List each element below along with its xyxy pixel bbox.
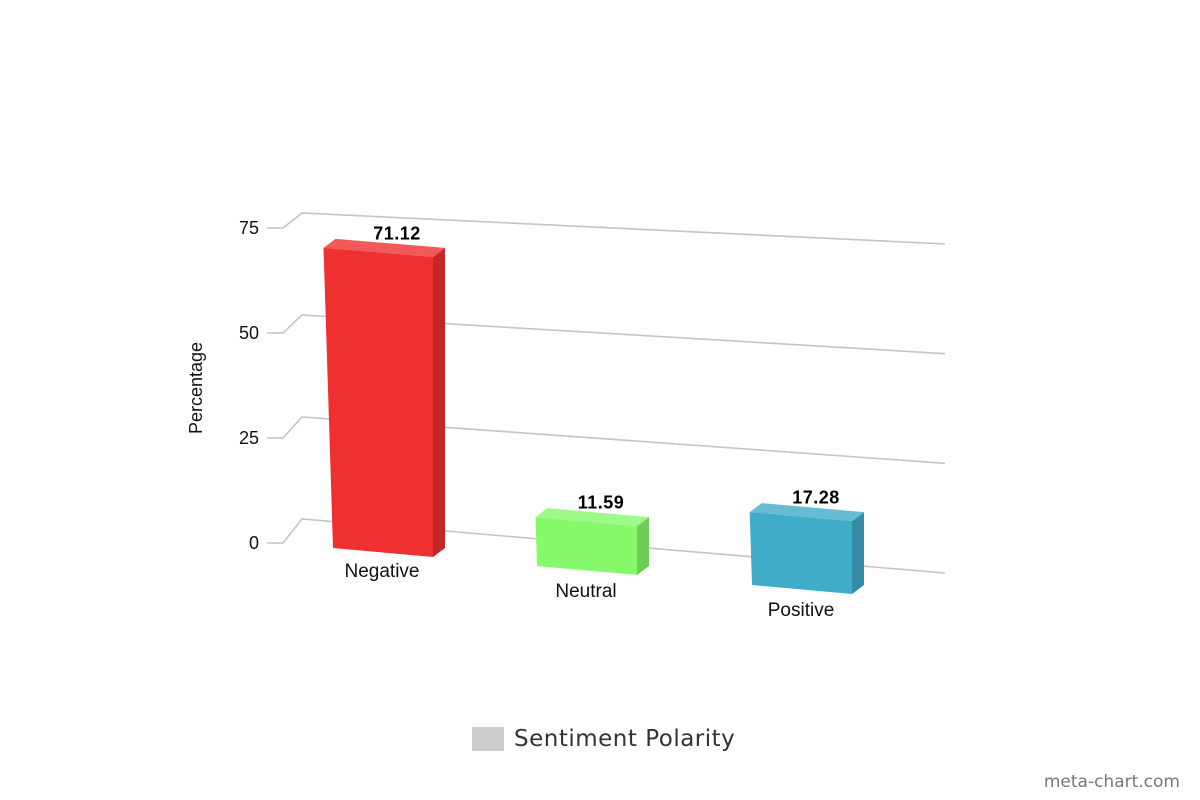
bar-side-face xyxy=(433,247,445,557)
data-label-positive: 17.28 xyxy=(792,488,840,508)
bar-side-face xyxy=(637,517,649,575)
bar-positive[interactable] xyxy=(749,503,864,594)
x-tick-label-positive: Positive xyxy=(768,600,835,621)
y-tick-label: 25 xyxy=(239,428,259,448)
bar-top-face xyxy=(535,508,649,527)
bar-front-face xyxy=(749,512,852,594)
x-tick-label-neutral: Neutral xyxy=(555,581,616,602)
bar-front-face xyxy=(535,517,637,575)
x-tick-label-negative: Negative xyxy=(345,561,420,582)
data-label-negative: 71.12 xyxy=(373,223,421,243)
legend[interactable]: Sentiment Polarity xyxy=(472,724,735,754)
y-tick-label: 75 xyxy=(239,218,259,238)
bar-layer xyxy=(323,238,864,594)
bar-front-face xyxy=(323,247,433,557)
bar-top-face xyxy=(323,238,445,257)
y-tick-label: 0 xyxy=(249,533,259,553)
legend-label: Sentiment Polarity xyxy=(514,726,736,752)
y-tick-label: 50 xyxy=(239,323,259,343)
gridline-75 xyxy=(267,212,946,245)
label-layer: 71.12 Negative 11.59 Neutral 17.28 Positive xyxy=(345,223,840,621)
bar-top-face xyxy=(749,503,864,522)
y-axis-title: Percentage xyxy=(186,342,206,434)
gridline-50 xyxy=(267,314,946,355)
bar-negative[interactable] xyxy=(323,238,445,557)
data-label-neutral: 11.59 xyxy=(578,493,625,513)
credit-text: meta-chart.com xyxy=(1043,772,1180,792)
bar-side-face xyxy=(852,512,864,594)
gridline-25 xyxy=(267,416,946,465)
legend-swatch xyxy=(472,727,504,751)
bar-neutral[interactable] xyxy=(535,508,649,575)
